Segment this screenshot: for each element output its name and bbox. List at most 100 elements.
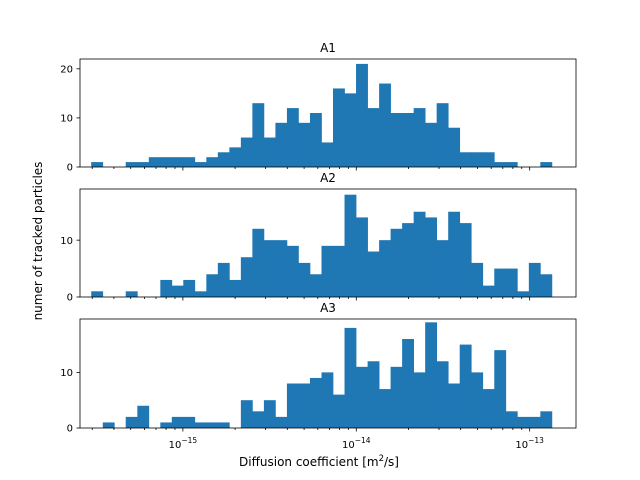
bar [125,162,138,167]
y-tick-label: 0 [67,293,73,304]
bar [137,405,150,428]
bar [286,245,299,297]
axes-frame [79,188,577,298]
bar [240,137,253,167]
bar [517,416,530,428]
bar [459,344,472,428]
bar [540,162,553,167]
bar [390,113,403,167]
bar [194,422,207,428]
bar [102,422,115,428]
y-tick-label: 0 [67,424,73,435]
bar [471,372,484,428]
bar [298,262,311,297]
bar [344,93,357,167]
bar [344,194,357,297]
bar [91,162,104,167]
bar [379,389,391,428]
bar [171,416,184,428]
bar [333,245,345,297]
bar [321,142,334,167]
bar [148,157,161,167]
bar [413,108,426,167]
bar [263,137,276,167]
bar [482,389,495,428]
bar [471,262,484,297]
panel-a2: A2 0 10 [60,171,577,304]
bar [183,157,196,167]
bar [160,422,173,428]
x-axis-label: Diffusion coefficient [m2/s] [239,454,399,469]
bar [125,291,138,297]
bar [413,211,426,297]
panel-a1: A1 0 10 20 [60,41,577,174]
bar [206,274,219,297]
x-tick-label: 10−15 [169,436,198,451]
bar [471,152,484,167]
bar [240,400,253,428]
bar [379,83,391,167]
bar [263,240,276,297]
bar [275,122,288,167]
bar [183,279,196,297]
y-tick-label: 10 [60,368,73,379]
bar [367,108,380,167]
bar [505,162,518,167]
bar [390,366,403,428]
bar [379,240,391,297]
bar [436,240,449,297]
panel-title: A1 [320,41,336,55]
bar [160,279,173,297]
bar [309,113,322,167]
bar [425,322,438,428]
bar [217,262,230,297]
bar [137,162,150,167]
panel-title: A3 [320,301,336,315]
bar [252,103,265,167]
bar [252,411,265,428]
bar [194,162,207,167]
bar [482,285,495,297]
bar [494,350,507,428]
bar [367,361,380,428]
bar [390,228,403,297]
bar [494,268,507,297]
bar [436,361,449,428]
bar [286,108,299,167]
bar [286,383,299,428]
y-tick-label: 20 [60,64,73,75]
bar [160,157,173,167]
bar [171,285,184,297]
bar [528,416,541,428]
bar [206,422,219,428]
bar [356,217,368,297]
bar [125,416,138,428]
bar [275,240,288,297]
bar [356,63,368,168]
bar [436,103,449,167]
bar [309,274,322,297]
bar [91,291,104,297]
x-tick-label: 10−14 [342,436,371,451]
bar [298,122,311,167]
bar [240,257,253,297]
bar [356,366,368,428]
bar [413,372,426,428]
bar [540,411,553,428]
bar [505,268,518,297]
bar [183,416,196,428]
panel-a3: A3 0 10 10−15 10−14 10−13 [60,301,577,451]
bar [252,228,265,297]
bar [217,422,230,428]
bar [229,147,242,167]
y-tick-label: 10 [60,114,73,125]
y-axis-label: numer of tracked particles [31,162,45,321]
bar [459,223,472,297]
bar [448,211,461,297]
bar [229,279,242,297]
y-tick-label: 10 [60,236,73,247]
bar [275,416,288,428]
bar [459,152,472,167]
axes-frame [79,58,577,168]
